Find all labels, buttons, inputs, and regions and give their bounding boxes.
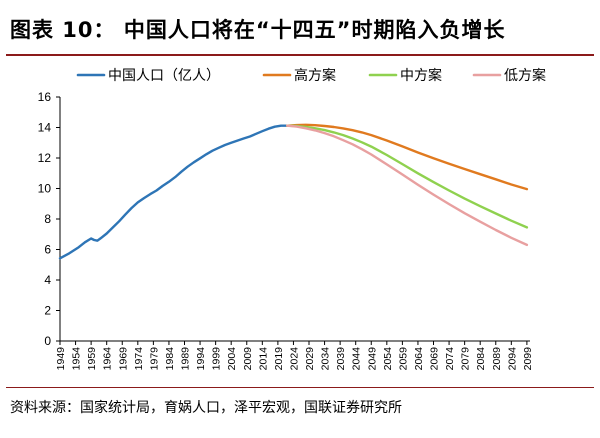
legend-label-1: 高方案 bbox=[294, 67, 336, 84]
legend-label-0: 中国人口（亿人） bbox=[108, 68, 220, 84]
x-tick-label: 2004 bbox=[226, 347, 238, 371]
x-tick-label: 2029 bbox=[304, 347, 316, 371]
y-tick-label: 8 bbox=[44, 212, 51, 226]
x-tick-label: 2099 bbox=[522, 347, 534, 371]
chart-title: 图表 10： 中国人口将在“十四五”时期陷入负增长 bbox=[10, 18, 506, 42]
y-tick-label: 0 bbox=[44, 334, 51, 348]
y-tick-label: 12 bbox=[38, 151, 52, 165]
population-chart: 中国人口（亿人） 高方案 中方案 低方案 0 2 4 6 8 10 12 14 16 1949 1954… bbox=[38, 67, 546, 371]
x-tick-label: 2009 bbox=[242, 347, 254, 371]
x-tick-label: 1999 bbox=[211, 347, 223, 371]
source-note: 资料来源：国家统计局，育娲人口，泽平宏观，国联证券研究所 bbox=[10, 400, 402, 416]
x-tick-label: 2049 bbox=[366, 347, 378, 371]
x-tick-label: 2034 bbox=[320, 347, 332, 371]
y-tick-label: 2 bbox=[44, 304, 51, 318]
x-tick-label: 1959 bbox=[86, 347, 98, 371]
x-tick-label: 1994 bbox=[195, 347, 207, 371]
series-line-0 bbox=[58, 124, 289, 260]
title-bar: 图表 10： 中国人口将在“十四五”时期陷入负增长 bbox=[0, 0, 600, 58]
x-tick-label: 1974 bbox=[133, 347, 145, 371]
x-tick-label: 2069 bbox=[429, 347, 441, 371]
series-line-1 bbox=[286, 123, 529, 191]
x-tick-label: 2079 bbox=[460, 347, 472, 371]
x-tick-label: 1954 bbox=[71, 347, 83, 371]
x-tick-label: 2044 bbox=[351, 347, 363, 371]
x-tick-label: 2054 bbox=[382, 347, 394, 371]
x-tick-label: 2039 bbox=[335, 347, 347, 371]
x-tick-label: 1984 bbox=[164, 347, 176, 371]
x-tick-label: 2019 bbox=[273, 347, 285, 371]
x-tick-label: 2014 bbox=[257, 347, 269, 371]
y-tick-label: 10 bbox=[38, 182, 52, 196]
x-tick-label: 1989 bbox=[180, 347, 192, 371]
x-tick-label: 2064 bbox=[413, 347, 425, 371]
x-tick-label: 2094 bbox=[506, 347, 518, 371]
series-line-2 bbox=[286, 124, 529, 229]
x-tick-label: 2059 bbox=[397, 347, 409, 371]
x-tick-label: 2084 bbox=[475, 347, 487, 371]
legend-label-2: 中方案 bbox=[400, 67, 442, 84]
y-tick-label: 6 bbox=[44, 243, 51, 257]
series-layer bbox=[58, 123, 529, 260]
title-divider bbox=[6, 54, 594, 56]
y-tick-label: 14 bbox=[38, 121, 52, 135]
series-line-3 bbox=[286, 124, 529, 247]
legend-label-3: 低方案 bbox=[504, 67, 546, 84]
x-axis: 1949 1954 1959 1964 1969 1974 1979 1984 1989 1994… bbox=[55, 340, 534, 371]
x-tick-label: 2089 bbox=[491, 347, 503, 371]
footer-divider bbox=[6, 387, 594, 388]
y-tick-label: 4 bbox=[44, 273, 51, 287]
x-tick-label: 2024 bbox=[288, 347, 300, 371]
x-tick-label: 1964 bbox=[102, 347, 114, 371]
x-tick-label: 1949 bbox=[55, 347, 67, 371]
x-tick-label: 2074 bbox=[444, 347, 456, 371]
y-tick-label: 16 bbox=[38, 90, 52, 104]
x-tick-label: 1969 bbox=[117, 347, 129, 371]
x-tick-label: 1979 bbox=[148, 347, 160, 371]
legend: 中国人口（亿人） 高方案 中方案 低方案 bbox=[76, 67, 546, 84]
y-axis: 0 2 4 6 8 10 12 14 16 bbox=[38, 90, 61, 348]
